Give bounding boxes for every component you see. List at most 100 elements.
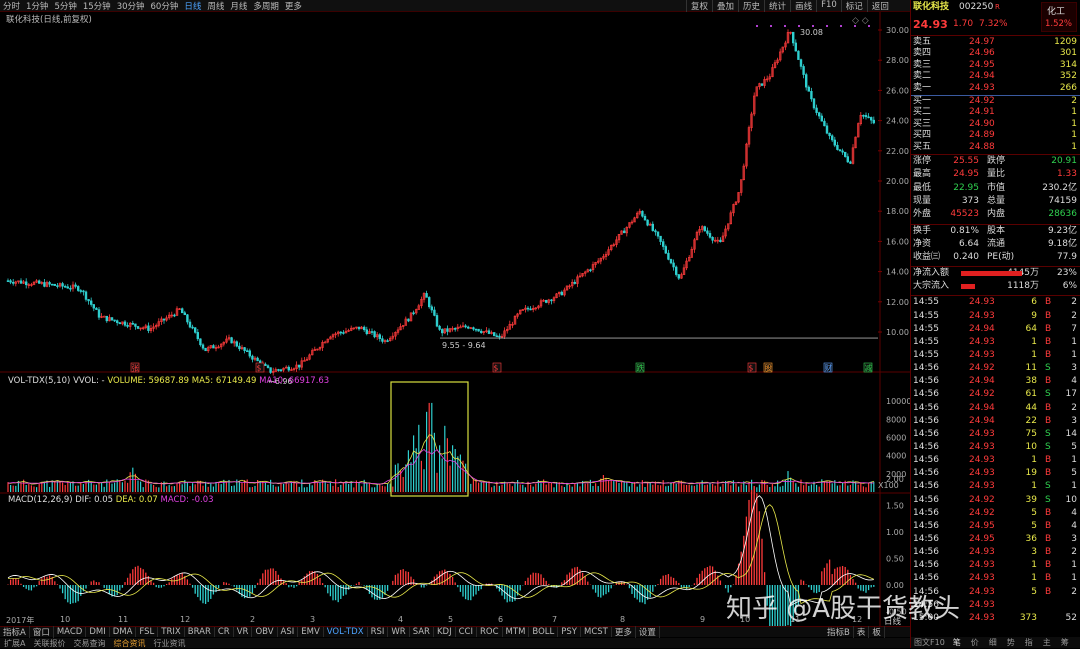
- chart-tool-button[interactable]: 标记: [840, 0, 867, 12]
- indicator-tab[interactable]: EMV: [298, 627, 324, 637]
- indicator-tab[interactable]: MCST: [581, 627, 612, 637]
- candle-body: [690, 248, 694, 258]
- indicator-tab[interactable]: WR: [388, 627, 410, 637]
- timeframe-tab[interactable]: 1分钟: [26, 1, 49, 12]
- indicator-tab[interactable]: SAR: [410, 627, 434, 637]
- info-tab[interactable]: 行业资讯: [153, 638, 186, 648]
- timeframe-tab[interactable]: 30分钟: [116, 1, 145, 12]
- tick-count: 7: [1071, 323, 1077, 334]
- panel-tab[interactable]: 板: [869, 626, 885, 638]
- volume-axis-label: 8000: [886, 415, 906, 424]
- timeframe-tab[interactable]: 更多: [284, 1, 302, 12]
- candle-body: [641, 210, 644, 217]
- indicator-tab[interactable]: 更多: [612, 626, 636, 638]
- timeframe-tab[interactable]: 多周期: [253, 1, 279, 12]
- chart-tool-button[interactable]: 统计: [764, 0, 790, 12]
- timeframe-tab[interactable]: 周线: [207, 1, 225, 12]
- tick-price: 24.94: [969, 376, 995, 387]
- event-marker[interactable]: 减: [863, 363, 873, 373]
- indicator-tab[interactable]: RSI: [368, 627, 389, 637]
- candle-body: [121, 321, 124, 325]
- indicator-tab[interactable]: 设置: [636, 626, 660, 638]
- candle-body: [479, 330, 483, 333]
- kline-chart-area[interactable]: 30.0028.0026.0024.0022.0020.0018.0016.00…: [0, 12, 910, 626]
- detail-tab[interactable]: 笔: [952, 638, 961, 647]
- stat-value: 22.95: [953, 182, 979, 193]
- detail-tab[interactable]: 细: [988, 638, 997, 647]
- chart-tool-button[interactable]: F10: [816, 0, 841, 12]
- tick-count: 2: [1071, 402, 1077, 413]
- stat-row: 外盘 45523 内盘 28636: [913, 209, 1079, 220]
- tick-count: 4: [1071, 520, 1077, 531]
- candle-body: [183, 312, 186, 316]
- indicator-tab[interactable]: TRIX: [158, 627, 185, 637]
- candle-body: [103, 315, 106, 318]
- chart-tool-button[interactable]: 画线: [790, 0, 816, 12]
- info-tab[interactable]: 扩展A: [4, 638, 26, 648]
- stat-label: PE(动): [987, 252, 1015, 263]
- chart-tool-button[interactable]: 返回: [866, 0, 893, 12]
- candle-body: [287, 366, 290, 371]
- f10-link[interactable]: 图文F10: [914, 638, 945, 647]
- indicator-tab[interactable]: MTM: [503, 627, 530, 637]
- panel-tab[interactable]: 指标B: [824, 626, 854, 638]
- indicator-tab[interactable]: ROC: [477, 627, 503, 637]
- tick-count: 2: [1071, 310, 1077, 321]
- indicator-tab[interactable]: DMA: [110, 627, 137, 637]
- detail-tab[interactable]: 价: [970, 638, 979, 647]
- bid-label: 买一: [913, 96, 932, 106]
- indicator-tab[interactable]: 窗口: [30, 626, 54, 638]
- candle-body: [737, 192, 740, 203]
- indicator-tab[interactable]: CR: [215, 627, 234, 637]
- indicator-tab[interactable]: BRAR: [185, 627, 215, 637]
- timeframe-tab[interactable]: 15分钟: [82, 1, 111, 12]
- chart-tool-button[interactable]: 复权: [686, 0, 712, 12]
- chart-tool-button[interactable]: 叠加: [712, 0, 738, 12]
- indicator-tab[interactable]: DMI: [86, 627, 110, 637]
- timeframe-tab[interactable]: 60分钟: [150, 1, 179, 12]
- chart-settings-icon[interactable]: ◇ ◇: [852, 16, 869, 26]
- info-tab[interactable]: 交易查询: [73, 638, 106, 648]
- info-tab[interactable]: 综合资讯: [113, 638, 146, 648]
- detail-tab[interactable]: 主: [1042, 638, 1051, 647]
- indicator-tab[interactable]: FSL: [136, 627, 159, 637]
- sector-box[interactable]: [1041, 2, 1077, 32]
- candle-body: [716, 239, 720, 242]
- detail-tab[interactable]: 筹: [1060, 638, 1069, 647]
- indicator-tab[interactable]: MACD: [54, 627, 87, 637]
- candle-body: [817, 112, 821, 117]
- event-marker[interactable]: $: [492, 362, 502, 373]
- indicator-tab[interactable]: KDJ: [434, 627, 456, 637]
- timeframe-tab[interactable]: 5分钟: [54, 1, 77, 12]
- candle-body: [544, 299, 548, 303]
- ask-price: 24.97: [969, 37, 995, 47]
- chart-tool-button[interactable]: 历史: [738, 0, 764, 12]
- candle-body: [355, 326, 358, 329]
- event-marker[interactable]: 张: [130, 362, 140, 373]
- indicator-tab[interactable]: PSY: [558, 627, 581, 637]
- timeframe-tab[interactable]: 日线: [184, 1, 202, 12]
- candle-body: [152, 326, 155, 329]
- indicator-tab[interactable]: OBV: [252, 627, 278, 637]
- indicator-tab[interactable]: BOLL: [529, 627, 559, 637]
- panel-tab[interactable]: 表: [854, 626, 870, 638]
- event-marker[interactable]: 财: [823, 363, 833, 373]
- indicator-tab[interactable]: VR: [234, 627, 253, 637]
- indicator-tab[interactable]: ASI: [278, 627, 299, 637]
- candle-body: [292, 368, 296, 370]
- indicator-tab[interactable]: 指标A: [0, 626, 30, 638]
- event-marker[interactable]: 跌: [635, 363, 645, 373]
- detail-tab[interactable]: 势: [1006, 638, 1015, 647]
- event-marker[interactable]: $: [747, 362, 757, 373]
- tick-price: 24.95: [969, 520, 995, 531]
- indicator-tab[interactable]: CCI: [456, 627, 477, 637]
- info-tab[interactable]: 关联报价: [33, 638, 66, 648]
- timeframe-tab[interactable]: 月线: [230, 1, 248, 12]
- candle-body: [383, 340, 387, 342]
- event-marker[interactable]: $: [255, 362, 265, 373]
- event-marker[interactable]: 股: [763, 362, 773, 373]
- timeframe-tab[interactable]: 分时: [3, 1, 21, 12]
- detail-tab[interactable]: 指: [1024, 638, 1033, 647]
- volume-axis-label: 4000: [886, 452, 906, 461]
- indicator-tab[interactable]: VOL-TDX: [324, 627, 368, 637]
